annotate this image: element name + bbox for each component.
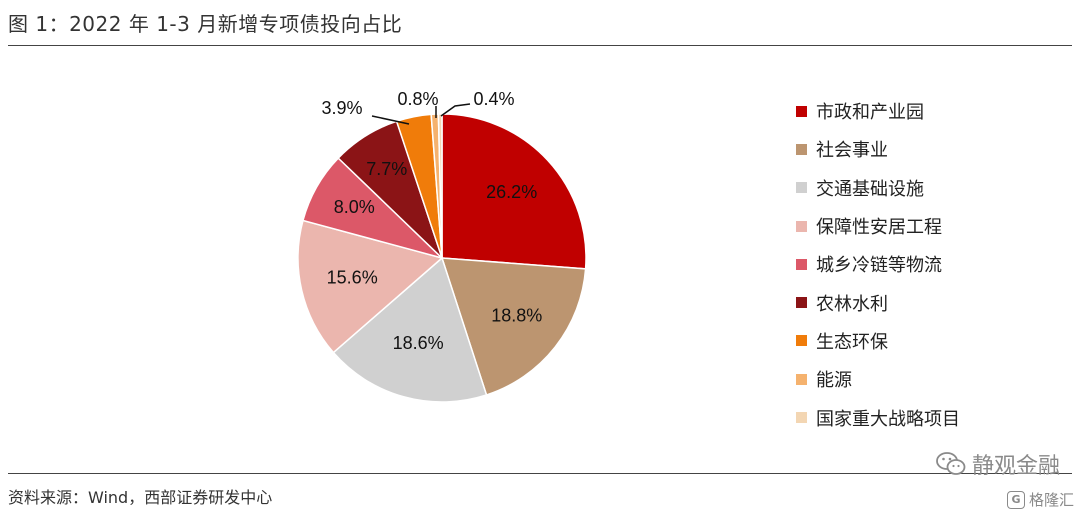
- legend-swatch-2: [796, 182, 807, 194]
- legend-label-7: 能源: [816, 370, 852, 392]
- watermark-text: 静观金融: [971, 454, 1060, 479]
- pie-slice-8: [437, 113, 443, 259]
- legend-swatch-1: [796, 143, 807, 155]
- data-label-1: 18.8%: [491, 305, 542, 325]
- pie-slice-2: [332, 256, 488, 403]
- top-divider: [8, 45, 1072, 46]
- legend-label-1: 社会事业: [816, 140, 888, 162]
- legend-label-5: 农林水利: [816, 293, 888, 315]
- leader-line-6: [371, 115, 410, 125]
- data-label-0: 26.2%: [486, 182, 537, 202]
- watermark-secondary-text: 格隆汇: [1028, 491, 1074, 509]
- chart-title: 图 1：2022 年 1-3 月新增专项债投向占比: [8, 12, 403, 36]
- pie-slice-1: [440, 257, 587, 396]
- data-label-6: 3.9%: [321, 98, 362, 118]
- legend-label-8: 国家重大战略项目: [816, 408, 960, 430]
- legend-swatch-0: [796, 105, 807, 117]
- legend-label-0: 市政和产业园: [816, 102, 924, 124]
- bottom-divider: [8, 473, 1072, 474]
- legend-swatch-3: [796, 220, 807, 232]
- data-label-8: 0.4%: [473, 89, 514, 109]
- data-label-3: 15.6%: [327, 267, 378, 287]
- data-label-2: 18.6%: [393, 333, 444, 353]
- data-label-5: 7.7%: [366, 159, 407, 179]
- chart-legend: 市政和产业园 社会事业交通基础设施 保障性安居工程 城乡冷链等物流 农林水利生态环保能源…: [796, 92, 960, 437]
- legend-item-6: 生态环保: [796, 322, 960, 360]
- legend-swatch-5: [796, 297, 807, 309]
- wechat-icon: [936, 452, 966, 475]
- legend-item-2: 交通基础设施: [796, 169, 960, 207]
- pie-slice-0: [441, 113, 587, 270]
- watermark-secondary: G 格隆汇: [1006, 489, 1074, 510]
- leader-line-8: [440, 103, 471, 117]
- legend-item-8: 国家重大战略项目: [796, 398, 960, 436]
- legend-item-7: 能源: [796, 360, 960, 398]
- legend-label-2: 交通基础设施: [816, 178, 924, 200]
- source-note: 资料来源：Wind，西部证券研发中心: [8, 488, 273, 507]
- data-label-4: 8.0%: [334, 197, 375, 217]
- legend-swatch-7: [796, 373, 807, 385]
- data-label-7: 0.8%: [397, 89, 438, 109]
- legend-swatch-6: [796, 335, 807, 347]
- legend-item-5: 农林水利: [796, 283, 960, 321]
- legend-label-6: 生态环保: [816, 331, 888, 353]
- gelonghui-logo-icon: G: [1006, 490, 1025, 509]
- legend-label-3: 保障性安居工程: [816, 217, 942, 239]
- watermark: 静观金融: [936, 448, 1060, 480]
- legend-item-3: 保障性安居工程: [796, 207, 960, 245]
- legend-label-4: 城乡冷链等物流: [816, 255, 942, 277]
- legend-swatch-4: [796, 258, 807, 270]
- legend-swatch-8: [796, 412, 807, 424]
- legend-item-0: 市政和产业园: [796, 92, 960, 130]
- legend-item-4: 城乡冷链等物流: [796, 245, 960, 283]
- pie-slice-3: [297, 219, 444, 354]
- legend-item-1: 社会事业: [796, 130, 960, 168]
